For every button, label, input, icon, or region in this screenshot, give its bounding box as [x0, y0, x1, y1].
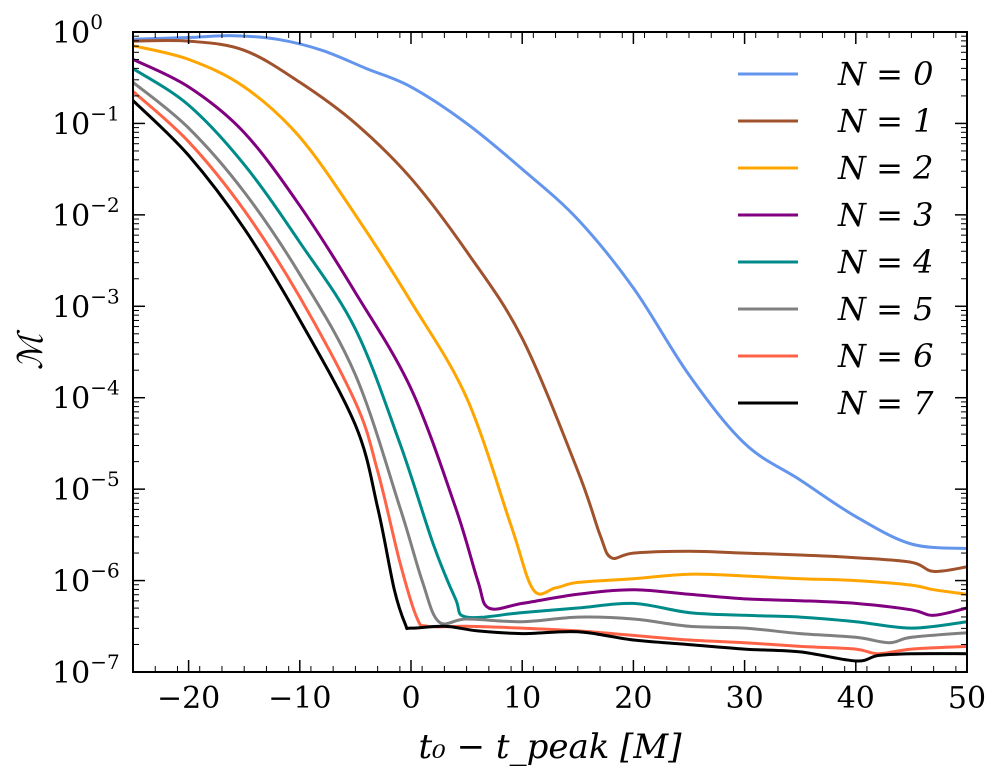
y-tick-label: 10−1 [52, 101, 120, 142]
x-tick-label: 40 [837, 681, 875, 716]
legend: N = 0 N = 1 N = 2 N = 3 N = 4 N = 5 N = 6 N = 7 [738, 55, 934, 422]
series-layer [131, 34, 968, 663]
x-tick-label: 50 [948, 681, 986, 716]
series-line-n4 [132, 67, 968, 630]
y-tick-label: 10−3 [52, 284, 120, 325]
series-line-n0 [132, 34, 968, 551]
y-tick-label: 10−7 [52, 650, 120, 691]
y-tick-label: 10−4 [52, 376, 120, 417]
x-tick-label: −10 [268, 681, 331, 716]
legend-label-n5: N = 5 [837, 290, 934, 328]
legend-label-n6: N = 6 [837, 337, 934, 375]
series-line-n5 [132, 81, 968, 645]
y-tick-label: 10−6 [52, 559, 120, 600]
legend-label-n3: N = 3 [837, 196, 934, 234]
series-line-n2 [132, 44, 968, 596]
series-line-n7 [131, 99, 968, 663]
legend-label-n1: N = 1 [837, 102, 934, 140]
plot-frame [132, 31, 968, 673]
x-tick-label: 20 [614, 681, 652, 716]
x-tick-label: 10 [503, 681, 541, 716]
series-line-n1 [132, 38, 968, 573]
legend-label-n0: N = 0 [837, 55, 934, 93]
y-tick-label: 10−2 [52, 193, 120, 234]
legend-label-n2: N = 2 [837, 149, 934, 187]
y-axis-label: ℳ [11, 329, 51, 370]
x-tick-label: −20 [157, 681, 220, 716]
tick-layer: −20 −10 0 10 20 30 40 50 100 10−1 10−2 10−3 10−4 10−5… [52, 10, 986, 716]
legend-label-n4: N = 4 [837, 243, 934, 281]
series-line-n6 [131, 90, 968, 656]
x-axis-label: t₀ − t_peak [M] [419, 727, 683, 767]
x-tick-label: 0 [401, 681, 420, 716]
y-tick-label: 10−5 [52, 467, 120, 508]
legend-label-n7: N = 7 [837, 384, 934, 422]
y-tick-label: 100 [52, 10, 103, 51]
series-line-n3 [132, 58, 968, 617]
x-tick-label: 30 [726, 681, 764, 716]
